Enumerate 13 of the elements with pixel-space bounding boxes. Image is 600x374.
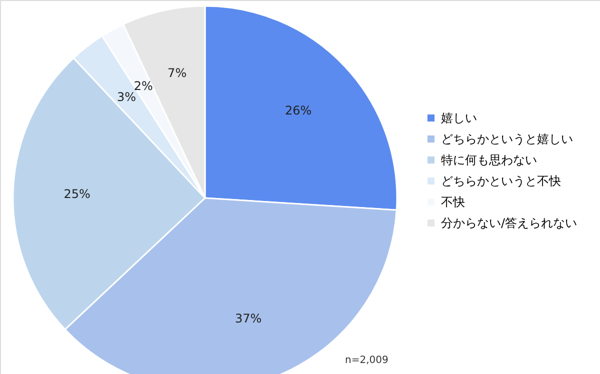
legend-label: 分からない/答えられない [441, 216, 578, 230]
text: n=2,009 [345, 355, 388, 366]
legend-label: どちらかというと不快 [441, 174, 561, 188]
legend-label: 特に何も思わない [441, 153, 537, 167]
data-label: 3% [117, 90, 136, 104]
data-label: 26% [284, 103, 312, 118]
data-label: 7% [168, 66, 187, 80]
data-label: 25% [64, 186, 90, 201]
data-label: 37% [235, 311, 262, 326]
legend-label: 不快 [441, 195, 465, 209]
legend-label: どちらかというと嬉しい [441, 132, 573, 146]
legend-label: 嬉しい [441, 111, 477, 125]
data-label: 2% [134, 78, 153, 93]
